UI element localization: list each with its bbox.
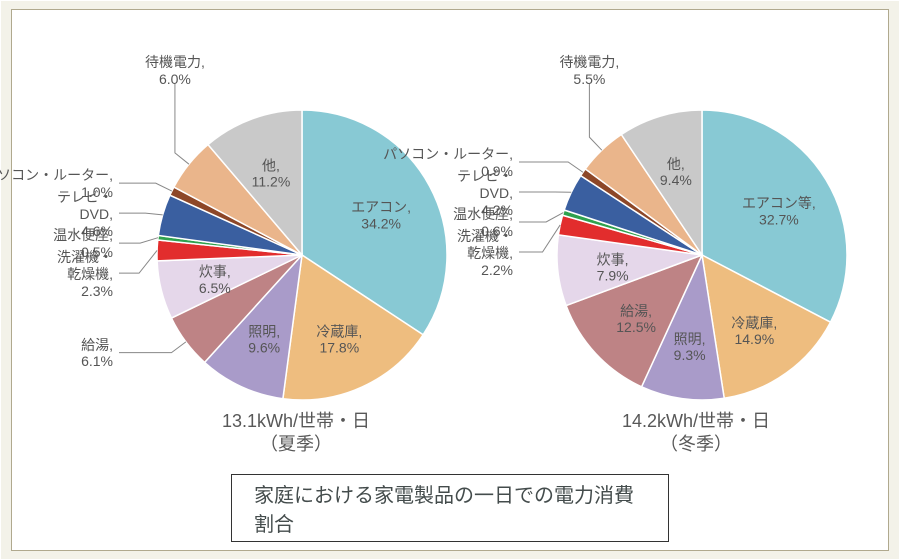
- slice-label-inside: 照明,9.6%: [248, 323, 280, 355]
- leader-line: [589, 84, 601, 150]
- inner-panel: エアコン,34.2%冷蔵庫,17.8%照明,9.6%炊事,6.5%他,11.2%…: [11, 9, 889, 551]
- summer-subcaption-line1: 13.1kWh/世帯・日: [222, 411, 370, 431]
- figure-caption: 家庭における家電製品の一日での電力消費割合: [231, 474, 669, 542]
- leader-line: [519, 225, 560, 252]
- leader-line: [119, 213, 163, 215]
- slice-label-inside: 冷蔵庫,14.9%: [731, 315, 777, 347]
- slice-label-inside: 冷蔵庫,17.8%: [316, 323, 362, 355]
- slice-label-inside: 炊事,6.5%: [199, 263, 231, 295]
- leader-line: [175, 84, 189, 164]
- leader-line: [519, 162, 583, 172]
- leader-line: [119, 238, 158, 243]
- figure-caption-text: 家庭における家電製品の一日での電力消費割合: [254, 485, 634, 536]
- slice-label-outside: 待機電力,6.0%: [130, 54, 220, 88]
- winter-subcaption-line2: （冬季）: [660, 434, 732, 454]
- slice-label-outside: 待機電力,5.5%: [544, 54, 634, 88]
- slice-label-inside: 照明,9.3%: [674, 331, 706, 363]
- summer-subcaption: 13.1kWh/世帯・日 （夏季）: [222, 410, 370, 455]
- slice-label-outside: 給湯,6.1%: [81, 337, 113, 371]
- outer-frame: エアコン,34.2%冷蔵庫,17.8%照明,9.6%炊事,6.5%他,11.2%…: [0, 0, 900, 560]
- slice-label-outside: 洗濯機・乾燥機,2.3%: [57, 249, 113, 299]
- pie-charts-svg: エアコン,34.2%冷蔵庫,17.8%照明,9.6%炊事,6.5%他,11.2%…: [12, 10, 890, 552]
- winter-subcaption-line1: 14.2kWh/世帯・日: [622, 411, 770, 431]
- leader-line: [119, 183, 172, 191]
- leader-line: [119, 342, 186, 353]
- slice-label-inside: 炊事,7.9%: [597, 251, 629, 283]
- leader-line: [519, 213, 563, 222]
- summer-subcaption-line2: （夏季）: [260, 434, 332, 454]
- slice-label-outside: 洗濯機・乾燥機,2.2%: [457, 228, 513, 278]
- leader-line: [119, 250, 157, 273]
- slice-label-inside: 給湯,12.5%: [616, 303, 656, 335]
- winter-subcaption: 14.2kWh/世帯・日 （冬季）: [622, 410, 770, 455]
